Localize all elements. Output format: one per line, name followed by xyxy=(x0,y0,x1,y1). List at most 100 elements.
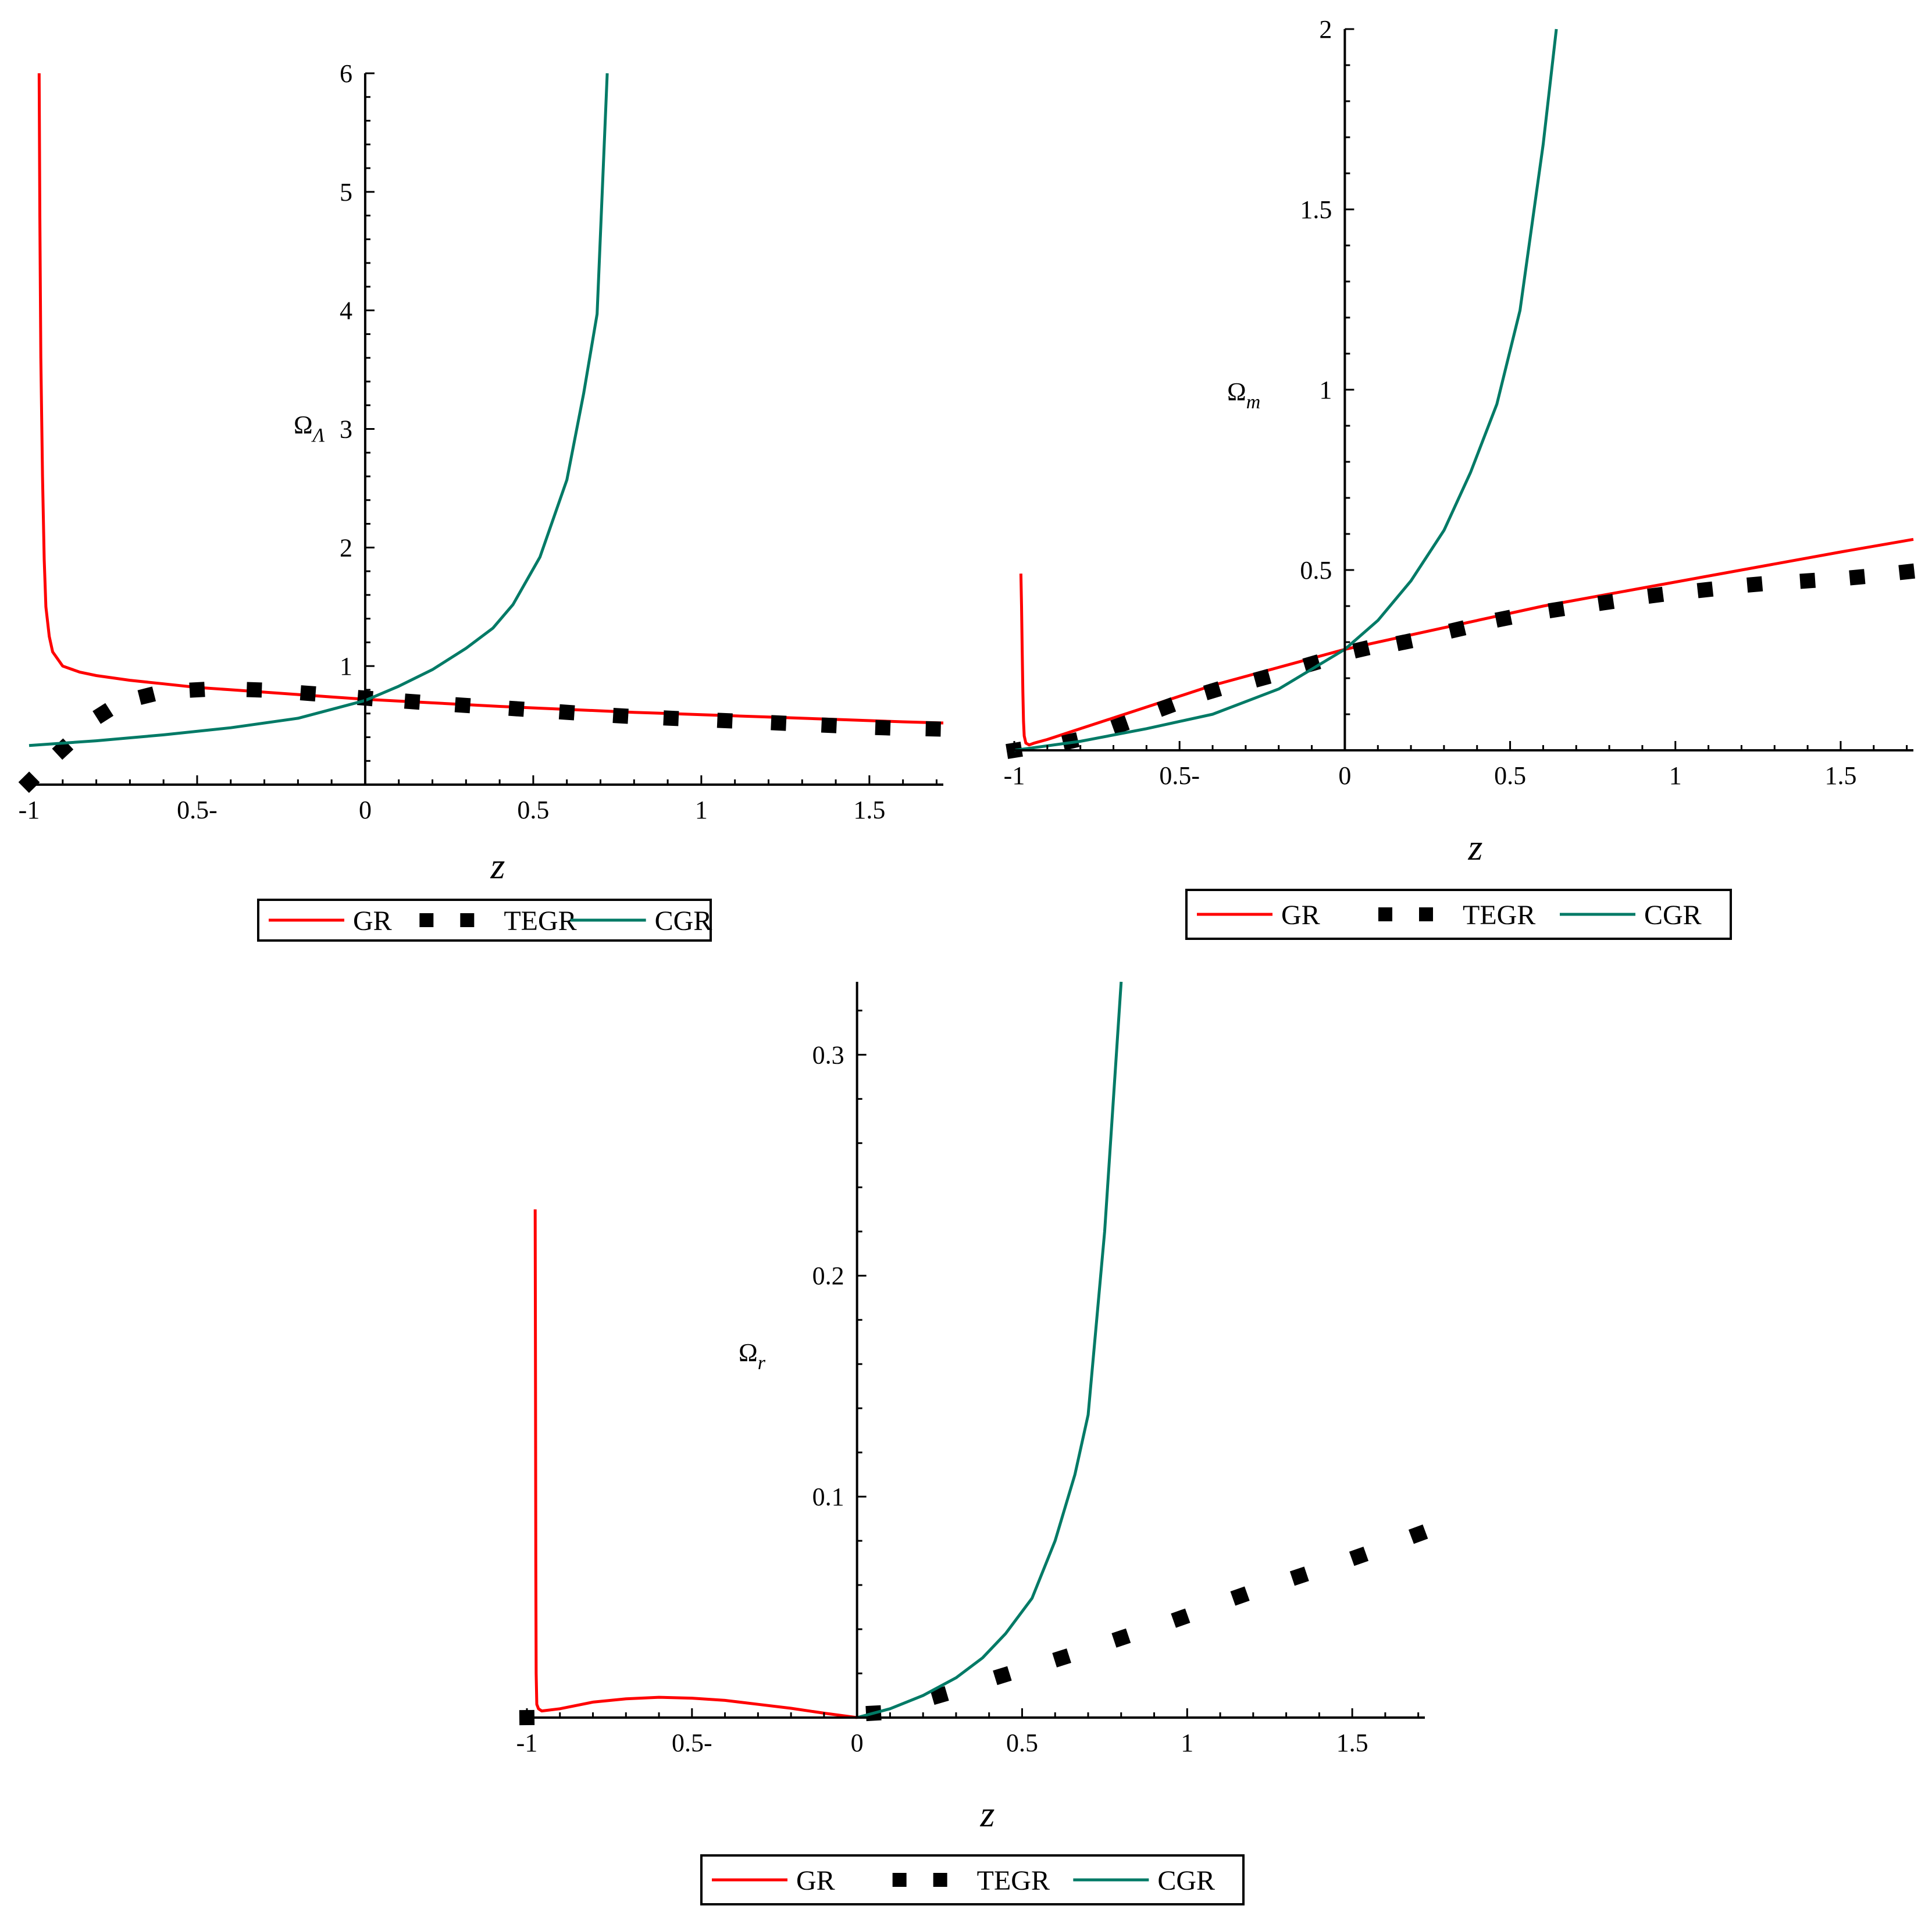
data-point-tegr xyxy=(246,682,262,698)
legend-swatch-tegr xyxy=(460,913,475,927)
legend-box xyxy=(700,1854,1245,1905)
x-axis-label: z xyxy=(1468,827,1483,868)
data-point-tegr xyxy=(1110,715,1130,735)
x-tick-label: -1 xyxy=(19,796,40,824)
data-point-tegr xyxy=(1746,576,1763,593)
x-tick-label: 1.5 xyxy=(1824,761,1856,790)
data-point-tegr xyxy=(404,693,420,710)
legend-swatch-tegr xyxy=(419,913,434,927)
x-tick-label: 1.5 xyxy=(853,796,885,824)
data-point-tegr xyxy=(1548,601,1566,619)
data-point-tegr xyxy=(1230,1586,1250,1606)
data-point-tegr xyxy=(1302,654,1321,674)
data-point-tegr xyxy=(1352,640,1371,659)
x-tick-label: 1 xyxy=(695,796,708,824)
x-tick-label: -1 xyxy=(516,1729,538,1757)
data-point-tegr xyxy=(558,704,575,721)
series-cgr-line xyxy=(856,981,1123,1719)
y-tick-label: 0.5 xyxy=(1300,556,1332,585)
legend: GR TEGR CGR xyxy=(700,1854,1245,1905)
y-axis-label-subscript: Λ xyxy=(311,425,325,446)
x-tick-label: -1 xyxy=(1004,761,1025,790)
x-tick-label: 0.5 xyxy=(1006,1729,1038,1757)
legend-box xyxy=(1185,889,1732,940)
x-tick-label: 1 xyxy=(1181,1729,1193,1757)
y-tick-label: 2 xyxy=(340,533,352,562)
x-tick-label: 1 xyxy=(1669,761,1682,790)
data-point-tegr xyxy=(1349,1547,1369,1566)
y-tick-label: 0.3 xyxy=(812,1041,844,1069)
y-tick-label: 1 xyxy=(1319,376,1332,404)
data-point-tegr xyxy=(1898,563,1915,580)
series-group xyxy=(18,73,944,793)
x-tick-label: 0 xyxy=(851,1729,864,1757)
data-point-tegr xyxy=(1156,697,1177,717)
series-group xyxy=(519,981,1428,1726)
x-tick-label: 0.5 xyxy=(517,796,549,824)
data-point-tegr xyxy=(454,697,471,714)
chart-omega-r: -1 0.5- 0 0.5 1 1.5 0.1 0.2 0.3 z Ωr GR TEGR CGR xyxy=(516,981,1428,1905)
legend-label-gr: GR xyxy=(796,1865,835,1896)
y-tick-label: 4 xyxy=(340,297,352,325)
data-point-tegr xyxy=(1289,1566,1309,1586)
legend-label-cgr: CGR xyxy=(655,906,712,936)
y-tick-label: 5 xyxy=(340,178,352,206)
data-point-tegr xyxy=(1395,633,1414,651)
data-point-tegr xyxy=(930,1686,949,1705)
series-gr-line xyxy=(1019,537,1914,747)
data-point-tegr xyxy=(92,703,114,724)
series-group xyxy=(1006,29,1915,759)
legend-label-tegr: TEGR xyxy=(1463,900,1535,931)
x-tick-label: 0 xyxy=(1338,761,1351,790)
legend: GR TEGR CGR xyxy=(257,899,712,942)
data-point-tegr xyxy=(1696,581,1714,599)
legend-label-gr: GR xyxy=(353,906,392,936)
legend-label-tegr: TEGR xyxy=(977,1865,1050,1896)
data-point-tegr xyxy=(875,719,891,736)
x-axis-label: z xyxy=(490,845,505,886)
x-tick-label: 0.5 xyxy=(1494,761,1526,790)
data-point-tegr xyxy=(137,686,156,705)
y-axis-label-subscript: m xyxy=(1246,391,1261,413)
legend-swatch-tegr xyxy=(933,1873,947,1887)
chart-omega-m: -1 0.5- 0 0.5 1 1.5 0.5 1 1.5 2 z Ωm GR TEGR CGR xyxy=(1004,15,1915,940)
y-tick-label: 2 xyxy=(1319,15,1332,44)
legend-swatch-tegr xyxy=(1419,907,1433,921)
series-gr-line xyxy=(37,73,944,725)
data-point-tegr xyxy=(1597,594,1615,611)
chart-omega-lambda: -1 0.5- 0 0.5 1 1.5 1 2 3 4 5 6 z ΩΛ GR TEGR CGR xyxy=(18,59,944,942)
y-tick-label: 1 xyxy=(340,652,352,681)
data-point-tegr xyxy=(1448,620,1467,639)
data-point-tegr xyxy=(1799,572,1816,589)
y-axis-label: Ωm xyxy=(1227,377,1260,413)
data-point-tegr xyxy=(1171,1608,1190,1628)
data-point-tegr xyxy=(1253,669,1272,688)
data-point-tegr xyxy=(300,685,316,701)
x-tick-label: 0.5- xyxy=(1159,761,1200,790)
x-tick-label: 0 xyxy=(359,796,372,824)
series-cgr-line xyxy=(28,73,609,747)
data-point-tegr xyxy=(821,717,837,733)
data-point-tegr xyxy=(189,682,205,698)
data-point-tegr xyxy=(993,1666,1012,1686)
y-tick-label: 6 xyxy=(340,59,352,88)
x-tick-label: 1.5 xyxy=(1336,1729,1368,1757)
legend-swatch-tegr xyxy=(892,1873,907,1887)
y-tick-label: 1.5 xyxy=(1300,195,1332,224)
legend-label-cgr: CGR xyxy=(1644,900,1702,931)
x-axis-label: z xyxy=(980,1793,995,1834)
series-gr-line xyxy=(533,1209,857,1719)
y-tick-label: 3 xyxy=(340,415,352,444)
y-axis-label: ΩΛ xyxy=(294,411,325,446)
legend: GR TEGR CGR xyxy=(1185,889,1732,940)
y-tick-label: 0.1 xyxy=(812,1483,844,1511)
legend-label-tegr: TEGR xyxy=(504,906,576,936)
data-point-tegr xyxy=(1052,1648,1071,1668)
data-point-tegr xyxy=(1647,586,1664,604)
x-tick-label: 0.5- xyxy=(672,1729,712,1757)
data-point-tegr xyxy=(1203,681,1222,700)
series-cgr-line xyxy=(1014,29,1558,752)
data-point-tegr xyxy=(925,721,941,737)
data-point-tegr xyxy=(1494,610,1513,628)
series-tegr xyxy=(519,1524,1428,1726)
